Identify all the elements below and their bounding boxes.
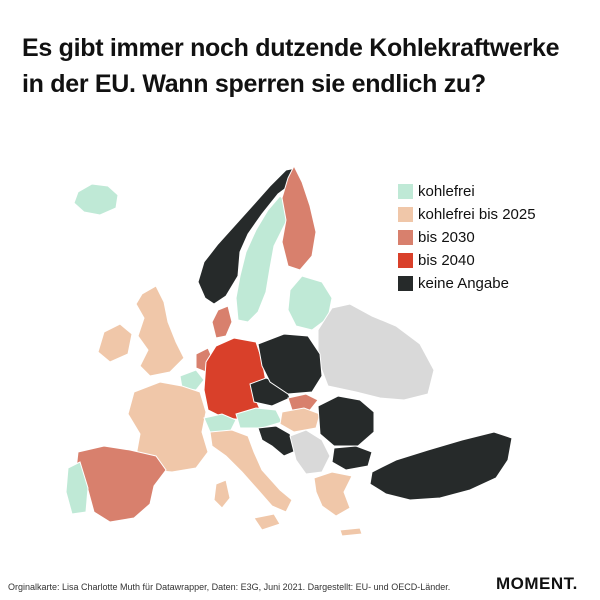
country-iceland [73,183,119,216]
legend-swatch [398,253,413,268]
legend-swatch [398,207,413,222]
map-legend: kohlefrei kohlefrei bis 2025 bis 2030 bi… [398,180,536,295]
legend-item-keine-angabe: keine Angabe [398,272,536,295]
country-portugal [65,461,89,515]
country-hungary [279,407,321,433]
legend-label: kohlefrei bis 2025 [418,206,536,223]
country-finland [281,164,317,271]
legend-item-2025: kohlefrei bis 2025 [398,203,536,226]
page-title: Es gibt immer noch dutzende Kohlekraftwe… [22,34,560,98]
island-crete [339,527,363,537]
legend-label: bis 2030 [418,229,475,246]
island-sicily [253,513,281,531]
legend-swatch [398,184,413,199]
source-footnote: Orginalkarte: Lisa Charlotte Muth für Da… [8,582,451,592]
legend-label: bis 2040 [418,252,475,269]
region-not-included-east [317,303,435,401]
country-italy [209,429,293,513]
country-spain [75,445,167,523]
legend-swatch [398,276,413,291]
country-turkey [369,431,513,501]
legend-label: keine Angabe [418,275,509,292]
region-not-included-balkans [289,429,331,475]
country-slovakia [287,393,319,411]
legend-item-2040: bis 2040 [398,249,536,272]
legend-item-kohlefrei: kohlefrei [398,180,536,203]
island-sardinia [213,479,231,509]
country-greece [313,471,353,517]
country-france [127,381,209,473]
country-switzerland [203,413,237,433]
country-denmark [211,305,233,339]
country-poland [257,333,323,395]
brand-logo: MOMENT. [496,574,578,593]
legend-label: kohlefrei [418,183,475,200]
legend-swatch [398,230,413,245]
legend-item-2030: bis 2030 [398,226,536,249]
europe-map [65,164,513,537]
country-slovenia-croatia [257,425,299,457]
country-bulgaria [331,445,373,471]
country-ireland [97,323,133,363]
country-romania [317,395,375,447]
country-uk [135,285,185,377]
